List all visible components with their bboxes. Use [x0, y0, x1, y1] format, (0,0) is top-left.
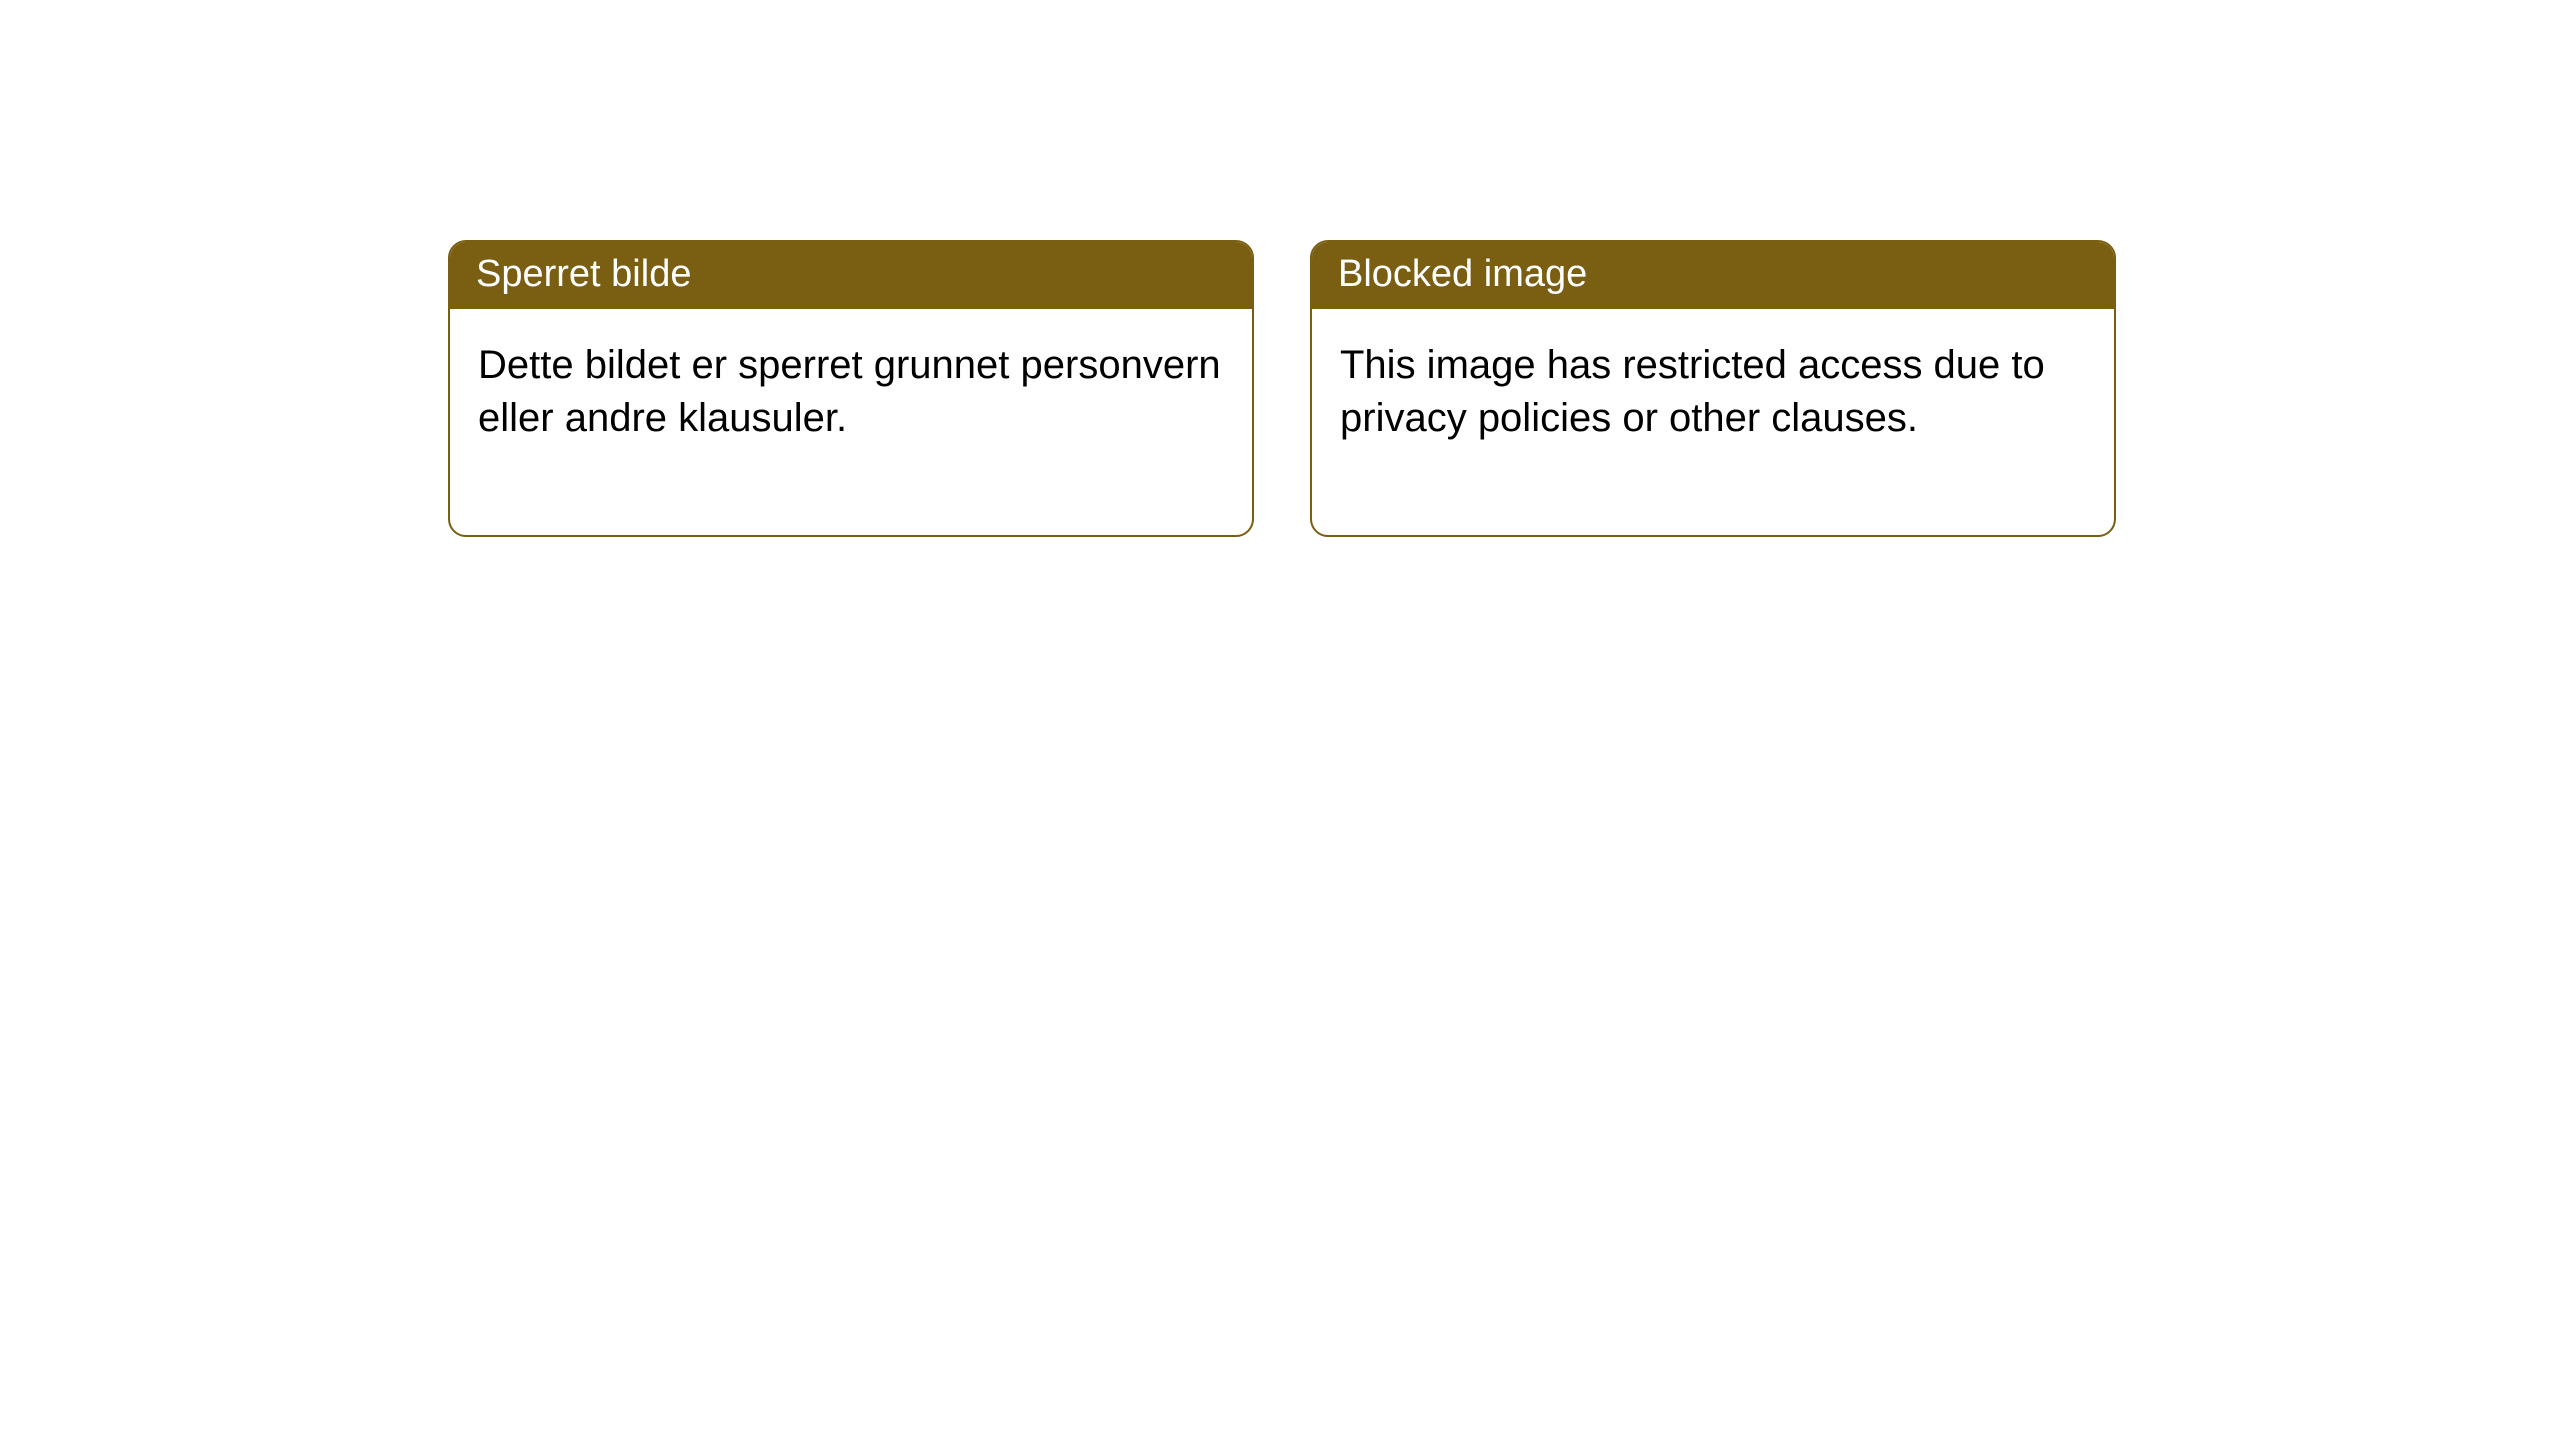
notice-body: Dette bildet er sperret grunnet personve… — [450, 309, 1252, 535]
notice-card-norwegian: Sperret bilde Dette bildet er sperret gr… — [448, 240, 1254, 537]
notice-container: Sperret bilde Dette bildet er sperret gr… — [0, 0, 2560, 537]
notice-card-english: Blocked image This image has restricted … — [1310, 240, 2116, 537]
notice-title: Sperret bilde — [450, 242, 1252, 309]
notice-body: This image has restricted access due to … — [1312, 309, 2114, 535]
notice-title: Blocked image — [1312, 242, 2114, 309]
